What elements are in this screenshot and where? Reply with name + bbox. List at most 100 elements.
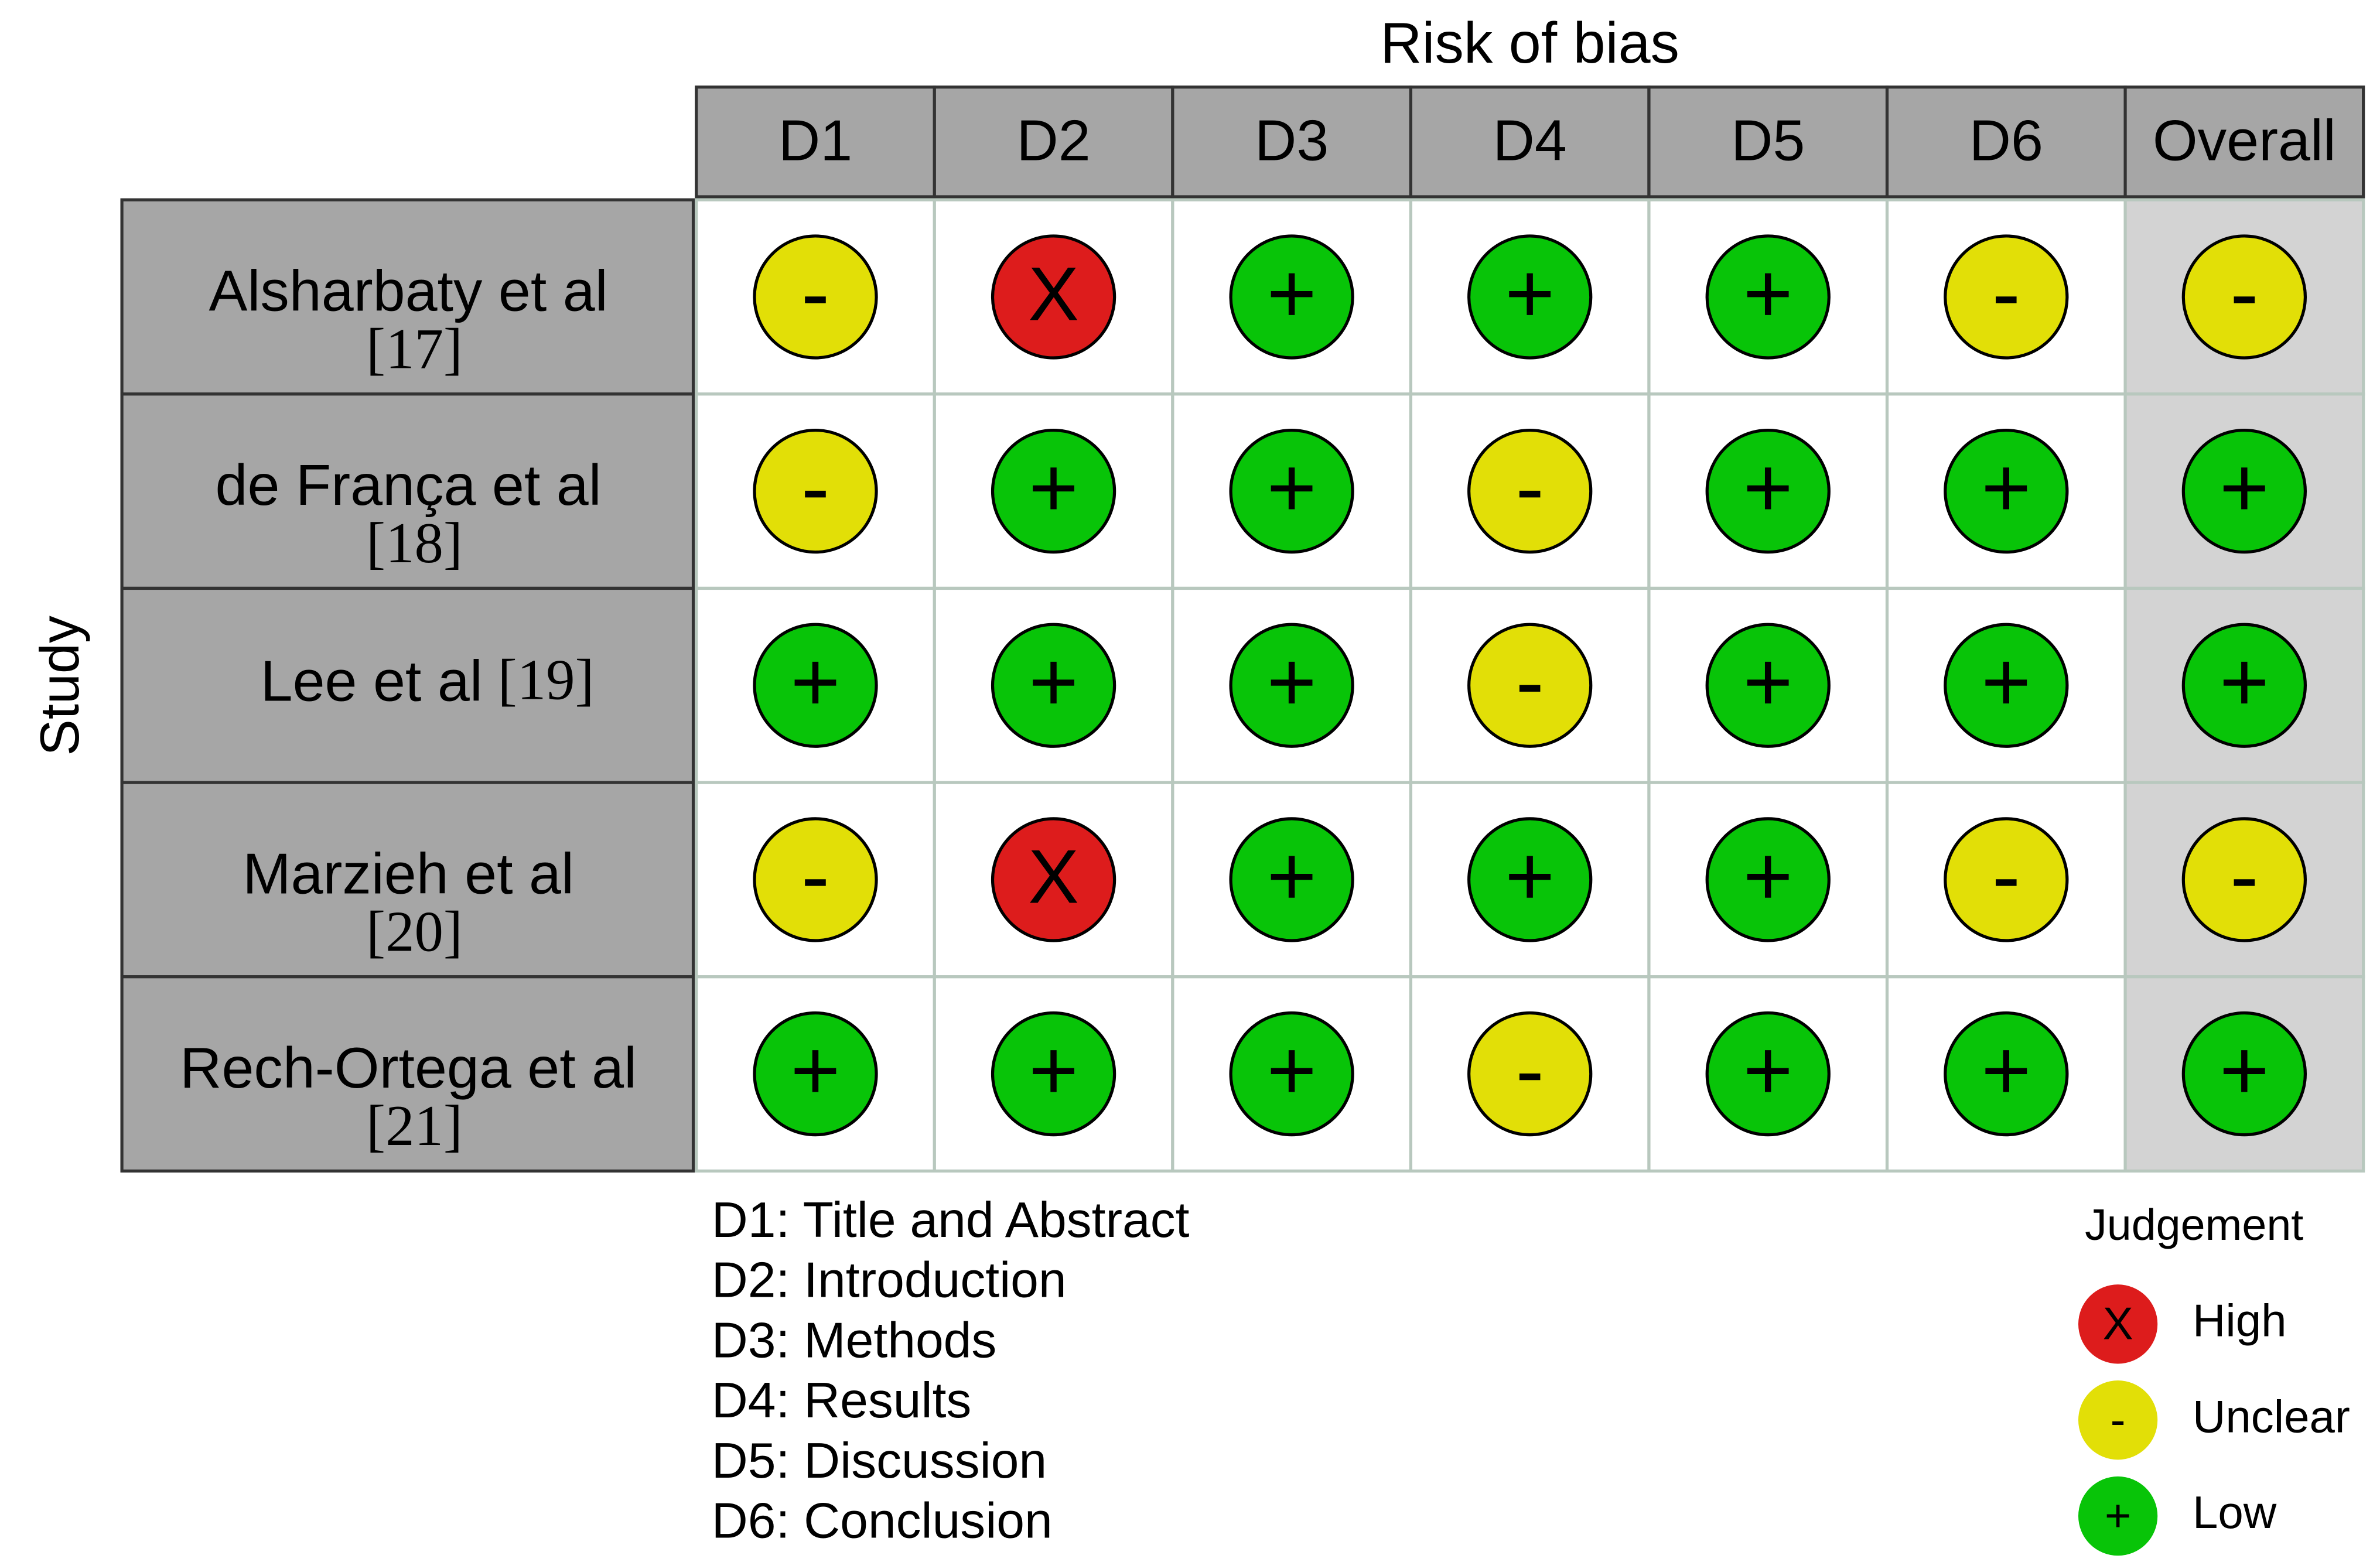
- study-ref: [18]: [366, 511, 463, 575]
- judgement-circle: [2181, 234, 2307, 360]
- domain-note: D2: Introduction: [712, 1252, 1067, 1308]
- study-name-text: Lee et al: [261, 648, 483, 713]
- column-header: [1885, 86, 2127, 199]
- judgement-symbol: -: [1515, 439, 1544, 535]
- judgement-symbol: +: [1267, 245, 1317, 341]
- judgement-circle: [1229, 428, 1354, 554]
- judgement-symbol: +: [1029, 1022, 1078, 1117]
- judgement-circle: [2181, 817, 2307, 942]
- judgement-circle: [753, 1011, 878, 1137]
- title: Risk of bias: [1380, 11, 1679, 75]
- legend-symbol: +: [2105, 1489, 2132, 1541]
- judgement-circle: [1705, 817, 1831, 942]
- study-ref: [20]: [366, 900, 463, 963]
- judgement-circle: [2181, 428, 2307, 554]
- column-header-label: D5: [1731, 108, 1805, 173]
- study-cell: [120, 392, 695, 590]
- legend-symbol: -: [2111, 1393, 2126, 1445]
- judgement-symbol: +: [2219, 439, 2269, 535]
- judgement-circle: [1944, 1011, 2069, 1137]
- column-header-label: D1: [778, 108, 852, 173]
- study-name: Alsharbaty et al: [209, 258, 608, 323]
- judgement-symbol: +: [1743, 828, 1793, 924]
- judgement-circle: [1944, 817, 2069, 942]
- column-header: [1647, 86, 1889, 199]
- judgement-circle: [2181, 623, 2307, 748]
- judgement-symbol: +: [1981, 439, 2031, 535]
- judgement-symbol: +: [1505, 828, 1555, 924]
- judgement-circle: [2181, 1011, 2307, 1137]
- judgement-symbol: +: [1743, 634, 1793, 729]
- judgement-circle: [991, 817, 1116, 942]
- legend-circle: [2078, 1284, 2158, 1364]
- judgement-symbol: X: [1028, 833, 1079, 919]
- judgement-symbol: +: [1267, 828, 1317, 924]
- column-header: [1171, 86, 1413, 199]
- judgement-symbol: -: [1992, 245, 2021, 341]
- judgement-symbol: +: [2219, 1022, 2269, 1117]
- judgement-circle: [1467, 428, 1593, 554]
- judgement-circle: [1229, 234, 1354, 360]
- legend-label: High: [2193, 1294, 2286, 1346]
- judgement-symbol: +: [1029, 634, 1078, 729]
- judgement-circle: [1467, 1011, 1593, 1137]
- column-header-label: D3: [1255, 108, 1329, 173]
- judgement-symbol: -: [1992, 828, 2021, 924]
- judgement-symbol: +: [790, 634, 840, 729]
- study-cell: [120, 975, 695, 1173]
- judgement-circle: [1944, 234, 2069, 360]
- judgement-symbol: -: [1515, 1022, 1544, 1117]
- column-header: [933, 86, 1174, 199]
- judgement-circle: [1944, 623, 2069, 748]
- study-name: de França et al: [215, 453, 601, 517]
- study-cell: [120, 586, 695, 784]
- column-header-label: D4: [1493, 108, 1567, 173]
- study-ref: [17]: [366, 317, 463, 381]
- cell-background: [933, 975, 1174, 1173]
- judgement-circle: [1705, 428, 1831, 554]
- column-header: [695, 86, 936, 199]
- judgement-symbol: +: [1743, 1022, 1793, 1117]
- legend-label: Low: [2193, 1486, 2277, 1538]
- judgement-symbol: +: [1505, 245, 1555, 341]
- judgement-circle: [753, 623, 878, 748]
- legend-circle: [2078, 1476, 2158, 1556]
- study-ref: [21]: [366, 1094, 463, 1158]
- judgement-circle: [1229, 623, 1354, 748]
- cell-background: [2123, 975, 2365, 1173]
- judgement-circle: [1467, 623, 1593, 748]
- judgement-circle: [1467, 817, 1593, 942]
- legend-circle: [2078, 1380, 2158, 1460]
- column-header: [2123, 86, 2365, 199]
- domain-note: D6: Conclusion: [712, 1493, 1053, 1549]
- domain-note: D5: Discussion: [712, 1433, 1047, 1489]
- judgement-circle: [753, 817, 878, 942]
- judgement-symbol: -: [801, 439, 830, 535]
- judgement-circle: [991, 623, 1116, 748]
- judgement-symbol: +: [1981, 634, 2031, 729]
- column-header-label: Overall: [2153, 108, 2336, 173]
- judgement-symbol: -: [1515, 634, 1544, 729]
- legend-label: Unclear: [2193, 1390, 2350, 1442]
- judgement-circle: [1705, 234, 1831, 360]
- judgement-circle: [1944, 428, 2069, 554]
- judgement-symbol: +: [790, 1022, 840, 1117]
- judgement-circle: [991, 234, 1116, 360]
- study-name: Rech-Ortega et al: [180, 1035, 637, 1100]
- judgement-symbol: +: [2219, 634, 2269, 729]
- judgement-circle: [753, 428, 878, 554]
- judgement-circle: [1467, 234, 1593, 360]
- judgement-symbol: -: [2230, 245, 2259, 341]
- domain-note: D1: Title and Abstract: [712, 1192, 1190, 1248]
- judgement-circle: [1705, 623, 1831, 748]
- legend-symbol: X: [2103, 1298, 2133, 1349]
- legend-title: Judgement: [2085, 1200, 2303, 1249]
- judgement-symbol: +: [1267, 634, 1317, 729]
- judgement-symbol: +: [1743, 245, 1793, 341]
- column-header-label: D6: [1969, 108, 2043, 173]
- study-cell: [120, 781, 695, 979]
- judgement-symbol: +: [1267, 1022, 1317, 1117]
- judgement-symbol: -: [801, 245, 830, 341]
- judgement-symbol: -: [801, 828, 830, 924]
